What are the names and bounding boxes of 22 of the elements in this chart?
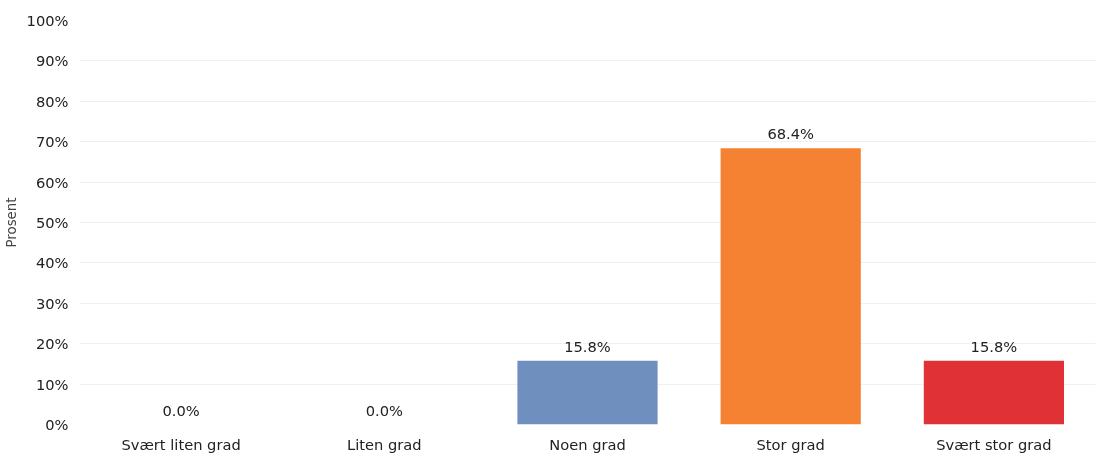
x-tick-label: Liten grad: [347, 435, 422, 453]
x-tick-label: Svært liten grad: [121, 435, 241, 453]
data-label: 15.8%: [564, 337, 611, 355]
data-label: 68.4%: [767, 125, 815, 143]
y-axis-title: Prosent: [3, 197, 19, 248]
x-tick-label: Stor grad: [756, 435, 825, 453]
x-tick-label: Svært stor grad: [936, 435, 1052, 453]
y-tick-label: 80%: [35, 92, 69, 110]
y-tick-label: 60%: [35, 173, 69, 191]
data-label: 0.0%: [162, 401, 200, 419]
x-tick-label: Noen grad: [549, 435, 626, 453]
y-tick-label: 70%: [35, 133, 69, 151]
data-label: 0.0%: [365, 401, 403, 419]
y-tick-label: 30%: [35, 294, 69, 312]
y-tick-label: 90%: [35, 52, 69, 70]
y-tick-label: 100%: [26, 12, 69, 29]
data-label: 15.8%: [970, 337, 1018, 355]
y-tick-label: 50%: [35, 214, 69, 231]
y-tick-label: 40%: [35, 254, 69, 272]
y-tick-label: 0%: [45, 416, 69, 433]
y-tick-label: 10%: [35, 375, 69, 393]
y-tick-label: 20%: [35, 335, 69, 353]
